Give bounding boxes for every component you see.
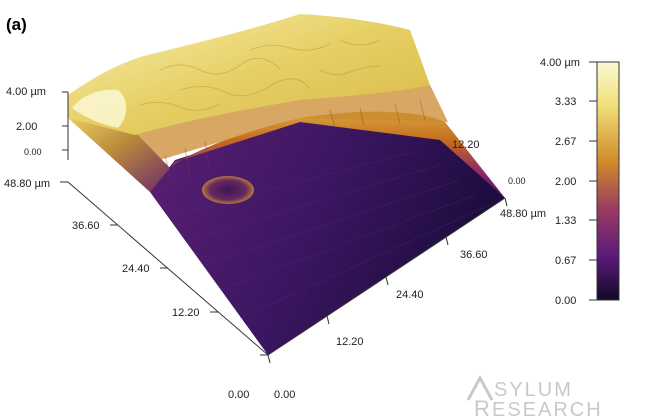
surface-cliff-upper — [130, 85, 448, 160]
right-axis-label-2: 24.40 — [396, 289, 424, 301]
colorbar-label-5: 0.67 — [555, 255, 576, 267]
panel-label: (a) — [6, 15, 27, 34]
colorbar: 4.00 µm 3.33 2.67 2.00 1.33 0.67 0.00 — [540, 57, 620, 307]
z-axis-label-top: 4.00 µm — [6, 86, 46, 98]
colorbar-label-3: 2.00 — [555, 176, 576, 188]
plateau-highlight — [72, 89, 127, 128]
surface-pit — [202, 176, 254, 204]
left-axis-label-1: 36.60 — [72, 220, 100, 232]
colorbar-gradient — [596, 61, 620, 301]
surface-plateau — [68, 14, 430, 135]
surface-left-wall — [68, 118, 170, 192]
surface-plot — [68, 14, 505, 355]
surface-cliff — [150, 111, 505, 198]
colorbar-label-6: 0.00 — [555, 295, 576, 307]
colorbar-label-4: 1.33 — [555, 215, 576, 227]
colorbar-label-1: 3.33 — [555, 96, 576, 108]
left-axis-label-2: 24.40 — [122, 263, 150, 275]
watermark-a-glyph — [466, 374, 494, 401]
left-axis-label-3: 12.20 — [172, 307, 200, 319]
right-axis-label-1: 36.60 — [460, 249, 488, 261]
axes — [60, 91, 508, 364]
colorbar-label-2: 2.67 — [555, 136, 576, 148]
left-axis-label-4: 0.00 — [228, 389, 249, 401]
right-axis-line — [267, 197, 506, 356]
right-axis-label-3: 12.20 — [336, 336, 364, 348]
back-axis-label-1: 0.00 — [508, 176, 526, 186]
z-axis-label-mid: 2.00 — [16, 121, 37, 133]
colorbar-label-0: 4.00 µm — [540, 57, 580, 69]
watermark-line2: ESEARCH — [492, 399, 603, 420]
right-axis-label-4: 0.00 — [274, 389, 295, 401]
cliff-streaks — [164, 99, 426, 186]
plateau-texture — [139, 39, 381, 111]
watermark-line1: SYLUM — [494, 379, 573, 401]
right-axis-label-0: 48.80 µm — [500, 208, 546, 220]
watermark-r-glyph: R — [474, 396, 492, 420]
z-axis-label-bottom: 0.00 — [24, 147, 42, 157]
left-axis-label-0: 48.80 µm — [4, 178, 50, 190]
floor-texture — [174, 149, 491, 319]
asylum-research-watermark: SYLUM R ESEARCH — [466, 374, 603, 420]
back-axis-label-0: 12.20 — [452, 139, 480, 151]
